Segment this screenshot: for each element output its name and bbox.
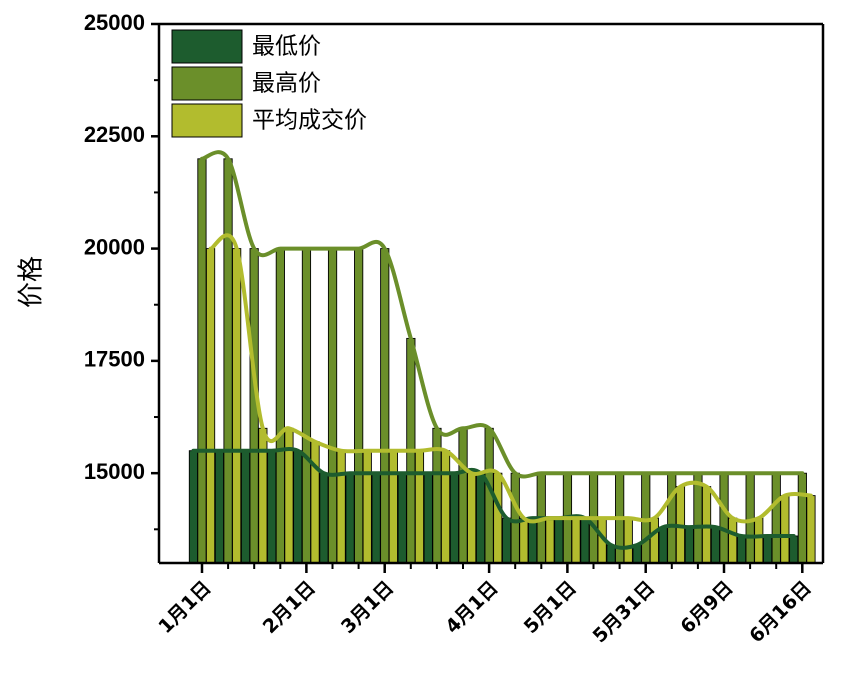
bar-0-4 <box>293 450 303 564</box>
legend-swatch-0 <box>171 29 243 64</box>
y-tick-label: 15000 <box>84 459 145 484</box>
bar-1-19 <box>693 472 703 564</box>
bar-1-23 <box>797 472 807 564</box>
bar-0-12 <box>502 517 512 564</box>
bar-2-0 <box>205 248 216 564</box>
bar-1-1 <box>223 158 233 564</box>
bar-0-3 <box>267 450 277 564</box>
y-ticks: 15000 17500 20000 22500 25000 <box>84 10 159 531</box>
x-tick-label: 6月16日 <box>745 577 815 647</box>
bar-0-15 <box>580 517 590 564</box>
bar-2-9 <box>440 450 451 564</box>
bar-2-2 <box>258 427 268 564</box>
bar-0-0 <box>188 450 199 564</box>
bar-2-7 <box>388 450 398 564</box>
bar-0-1 <box>214 450 225 564</box>
line-series-0 <box>191 447 796 550</box>
bar-0-5 <box>319 472 329 564</box>
bar-0-9 <box>423 472 433 564</box>
bar-0-6 <box>345 472 355 564</box>
bar-0-11 <box>475 472 486 564</box>
bar-2-4 <box>310 441 320 564</box>
bar-1-12 <box>510 472 520 564</box>
x-tick-label: 3月1日 <box>337 577 398 638</box>
bar-0-10 <box>449 472 460 564</box>
line-series-1 <box>200 150 805 479</box>
x-tick-label: 1月1日 <box>154 577 215 638</box>
bar-1-4 <box>301 248 312 564</box>
bar-2-20 <box>728 517 738 564</box>
bar-2-10 <box>467 472 477 564</box>
bar-0-7 <box>371 472 381 564</box>
bar-2-11 <box>493 472 503 564</box>
bars-layer <box>188 158 816 564</box>
bar-1-6 <box>354 248 364 564</box>
bar-2-23 <box>806 495 816 564</box>
bar-0-2 <box>240 450 251 564</box>
x-tick-label: 2月1日 <box>259 577 320 638</box>
bar-2-6 <box>362 450 372 564</box>
bar-1-17 <box>641 472 651 564</box>
bar-0-14 <box>554 517 564 564</box>
bar-2-14 <box>571 517 581 564</box>
lines-layer <box>191 150 813 550</box>
bar-0-8 <box>397 472 407 564</box>
bar-2-22 <box>780 495 790 564</box>
x-tick-label: 6月9日 <box>676 577 737 638</box>
x-tick-label: 5月1日 <box>520 577 581 638</box>
bar-1-22 <box>771 472 781 564</box>
line-series-2 <box>208 233 813 524</box>
bar-2-5 <box>336 450 346 564</box>
bar-1-3 <box>275 248 285 564</box>
bar-1-5 <box>327 248 338 564</box>
bar-2-21 <box>754 517 764 564</box>
legend-label-0: 最低价 <box>252 34 321 60</box>
x-tick-label: 5月31日 <box>589 577 659 647</box>
bar-2-16 <box>623 517 633 564</box>
legend-swatch-1 <box>171 66 243 101</box>
legend-label-1: 最高价 <box>252 71 321 97</box>
bar-1-20 <box>719 472 729 564</box>
bar-0-21 <box>736 535 747 564</box>
bar-0-13 <box>528 517 538 564</box>
y-tick-label: 17500 <box>84 347 145 372</box>
bar-2-12 <box>519 517 529 564</box>
y-tick-label: 20000 <box>84 234 145 259</box>
bar-2-17 <box>649 517 659 564</box>
bar-1-7 <box>380 248 390 564</box>
bar-0-18 <box>658 526 668 564</box>
legend-swatch-2 <box>171 103 243 138</box>
bar-2-13 <box>545 517 555 564</box>
bar-1-0 <box>197 158 207 564</box>
y-axis-label: 价格 <box>17 256 47 308</box>
bar-0-20 <box>710 526 721 564</box>
bar-0-19 <box>684 526 694 564</box>
bar-1-18 <box>667 472 677 564</box>
bar-1-10 <box>458 427 468 564</box>
y-tick-label: 22500 <box>84 122 145 147</box>
bar-2-8 <box>414 450 425 564</box>
bar-0-23 <box>789 535 799 564</box>
x-tick-label: 4月1日 <box>441 577 502 638</box>
bar-2-1 <box>232 248 242 564</box>
bar-0-22 <box>763 535 773 564</box>
x-ticks: 1月1日 2月1日 3月1日 4月1日 5月1日 5月31日 6月9日 6月16日 <box>154 563 816 647</box>
y-tick-label: 25000 <box>84 10 145 35</box>
legend-label-2: 平均成交价 <box>252 108 367 134</box>
